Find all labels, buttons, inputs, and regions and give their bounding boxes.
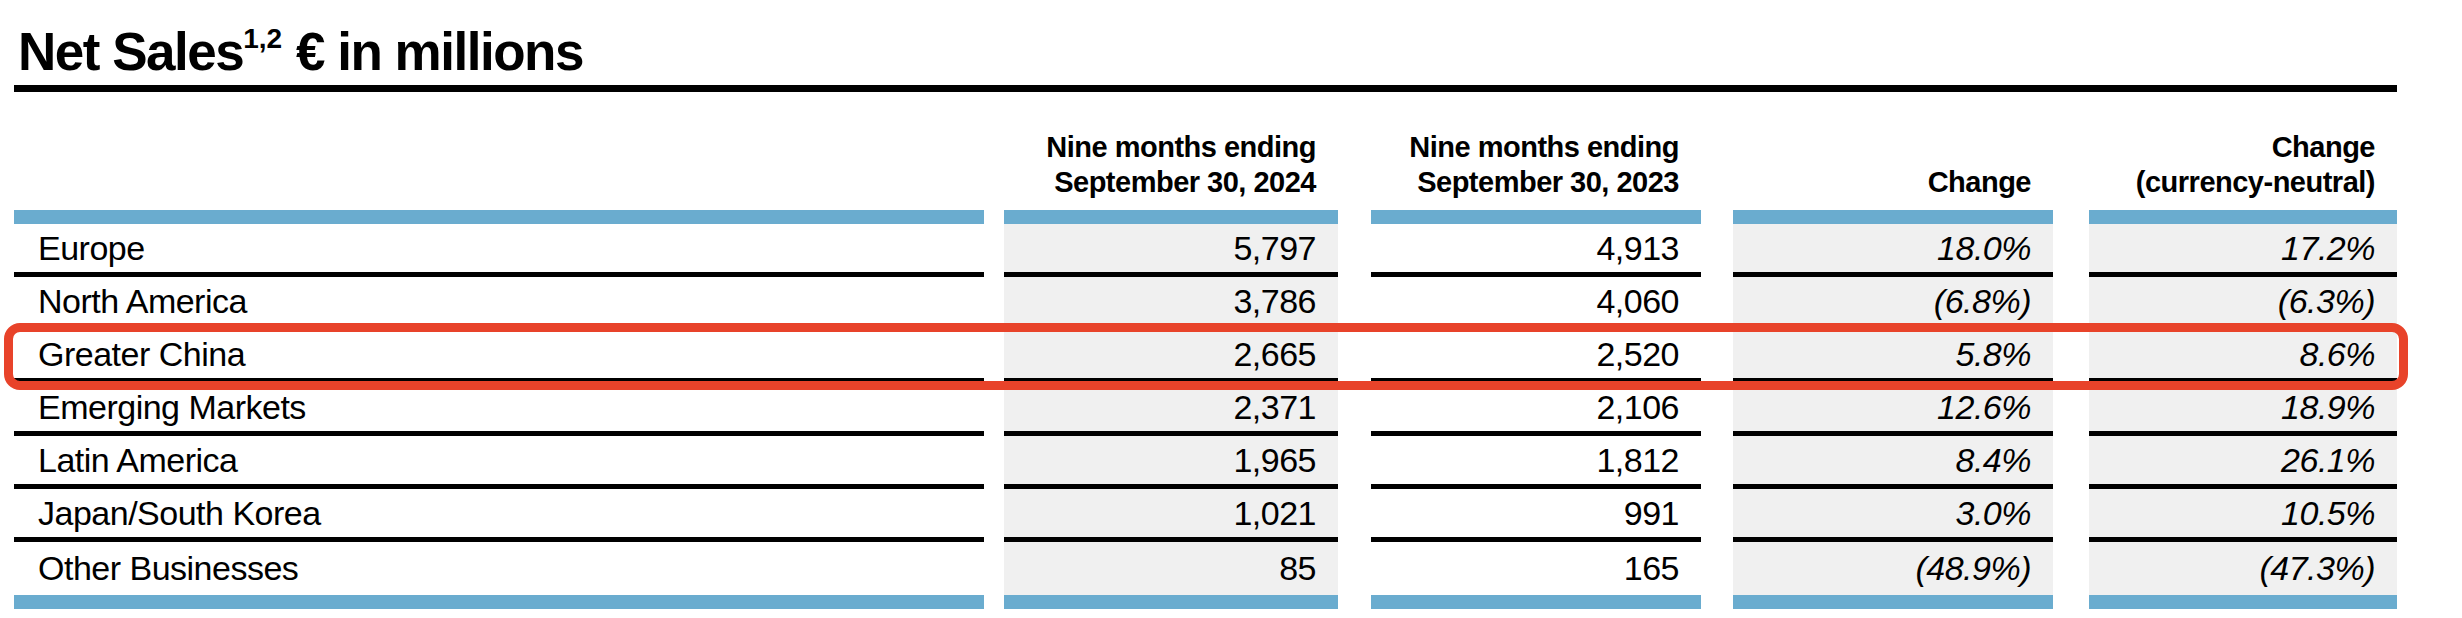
header-line: Nine months ending [1046,130,1316,165]
title-unit-label: € in millions [296,22,583,81]
divider-segment [1733,210,2053,224]
change-cell: 5.8% [1733,330,2053,383]
change-currency-neutral-cell: 18.9% [2089,383,2397,436]
table-row: Europe 5,797 4,913 18.0% 17.2% [14,224,2397,277]
net-sales-2024-cell: 2,665 [1004,330,1338,383]
net-sales-2024-cell: 1,021 [1004,489,1338,542]
header-line: September 30, 2023 [1417,165,1679,200]
table-row: Japan/South Korea 1,021 991 3.0% 10.5% [14,489,2397,542]
region-name-cell: North America [14,277,984,330]
title-text: Net Sales [18,22,243,81]
divider-segment [14,595,984,609]
region-name-cell: Latin America [14,436,984,489]
header-line: Nine months ending [1409,130,1679,165]
table-header-row: Nine months ending September 30, 2024 Ni… [14,90,2397,210]
change-cell: (6.8%) [1733,277,2053,330]
divider-segment [1371,595,1701,609]
header-divider-bar [14,210,2397,224]
divider-segment [2089,595,2397,609]
net-sales-2024-cell: 85 [1004,542,1338,595]
table-row: Greater China 2,665 2,520 5.8% 8.6% [14,330,2397,383]
divider-segment [1004,595,1338,609]
change-currency-neutral-cell: 26.1% [2089,436,2397,489]
net-sales-2023-cell: 1,812 [1371,436,1701,489]
table-row: Latin America 1,965 1,812 8.4% 26.1% [14,436,2397,489]
title-footnote-marker: 1,2 [243,23,282,54]
change-cell: 12.6% [1733,383,2053,436]
change-currency-neutral-cell: (47.3%) [2089,542,2397,595]
region-name-cell: Other Businesses [14,542,984,595]
net-sales-report-page: Net Sales1,2 € in millions Nine months en… [0,0,2462,618]
net-sales-2023-cell: 2,520 [1371,330,1701,383]
change-currency-neutral-cell: 8.6% [2089,330,2397,383]
change-cell: 8.4% [1733,436,2053,489]
region-name-cell: Europe [14,224,984,277]
net-sales-table: Nine months ending September 30, 2024 Ni… [14,90,2397,609]
header-line: Change [1928,165,2031,200]
net-sales-2023-cell: 991 [1371,489,1701,542]
header-period-2023: Nine months ending September 30, 2023 [1371,90,1701,210]
header-region [14,90,984,210]
net-sales-2024-cell: 3,786 [1004,277,1338,330]
header-change: Change [1733,90,2053,210]
table-row: Emerging Markets 2,371 2,106 12.6% 18.9% [14,383,2397,436]
header-change-currency-neutral: Change (currency-neutral) [2089,90,2397,210]
change-currency-neutral-cell: 17.2% [2089,224,2397,277]
region-name-cell: Japan/South Korea [14,489,984,542]
change-cell: (48.9%) [1733,542,2053,595]
table-row: Other Businesses 85 165 (48.9%) (47.3%) [14,542,2397,595]
net-sales-2023-cell: 2,106 [1371,383,1701,436]
divider-segment [1004,210,1338,224]
divider-segment [1733,595,2053,609]
footer-divider-bar [14,595,2397,609]
region-name-cell: Emerging Markets [14,383,984,436]
header-line: September 30, 2024 [1054,165,1316,200]
header-period-2024: Nine months ending September 30, 2024 [1004,90,1338,210]
table-row: North America 3,786 4,060 (6.8%) (6.3%) [14,277,2397,330]
change-currency-neutral-cell: (6.3%) [2089,277,2397,330]
divider-segment [2089,210,2397,224]
net-sales-2024-cell: 2,371 [1004,383,1338,436]
divider-segment [1371,210,1701,224]
region-name-cell: Greater China [14,330,984,383]
header-line: Change [2272,130,2375,165]
change-cell: 3.0% [1733,489,2053,542]
change-currency-neutral-cell: 10.5% [2089,489,2397,542]
change-cell: 18.0% [1733,224,2053,277]
net-sales-2023-cell: 165 [1371,542,1701,595]
divider-segment [14,210,984,224]
header-line: (currency-neutral) [2136,165,2375,200]
net-sales-2024-cell: 5,797 [1004,224,1338,277]
net-sales-2024-cell: 1,965 [1004,436,1338,489]
net-sales-2023-cell: 4,913 [1371,224,1701,277]
net-sales-2023-cell: 4,060 [1371,277,1701,330]
page-title: Net Sales1,2 € in millions [18,24,583,80]
